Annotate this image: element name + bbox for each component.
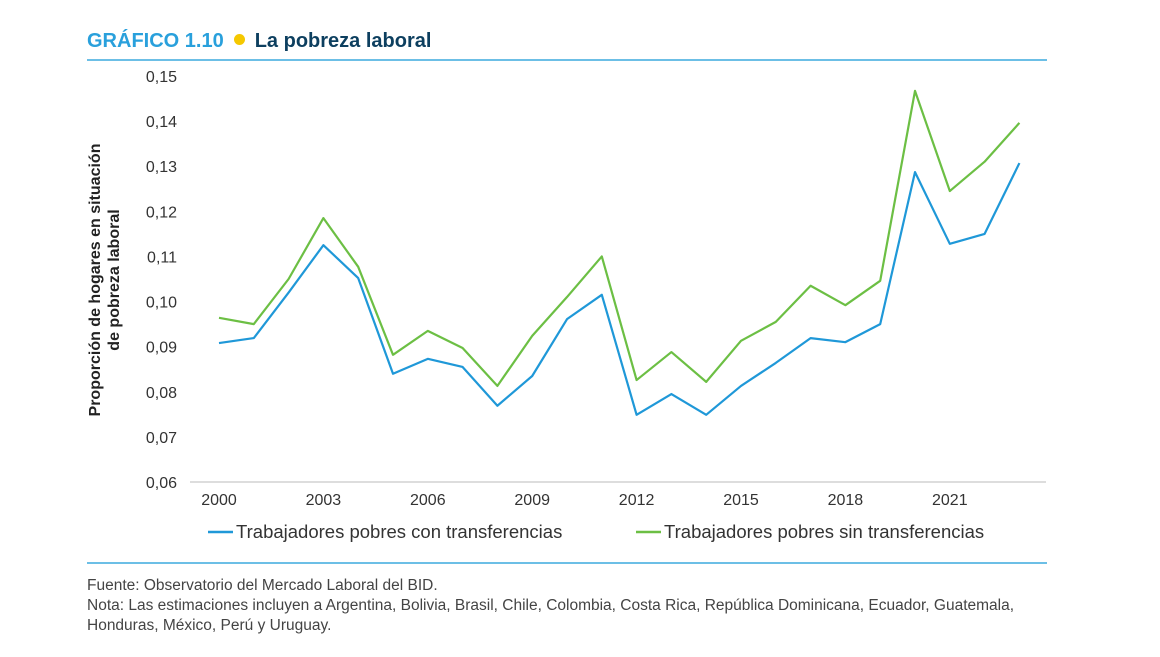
legend-label: Trabajadores pobres sin transferencias bbox=[664, 521, 984, 542]
series-line-2 bbox=[218, 89, 1021, 388]
x-tick-label: 2021 bbox=[932, 492, 968, 509]
y-tick-label: 0,08 bbox=[146, 385, 177, 402]
footer: Fuente: Observatorio del Mercado Laboral… bbox=[87, 576, 1067, 636]
chart-number: GRÁFICO 1.10 bbox=[87, 30, 224, 52]
dot-icon bbox=[233, 34, 245, 45]
y-tick-label: 0,11 bbox=[147, 249, 177, 266]
chart-header: GRÁFICO 1.10 La pobreza laboral bbox=[87, 30, 431, 53]
legend-label: Trabajadores pobres con transferencias bbox=[236, 521, 562, 542]
y-axis-label-line: Proporción de hogares en situación bbox=[87, 144, 104, 417]
y-tick-label: 0,09 bbox=[146, 340, 177, 357]
x-tick-label: 2000 bbox=[201, 492, 237, 509]
x-tick-label: 2018 bbox=[828, 492, 864, 509]
y-tick-label: 0,07 bbox=[146, 430, 177, 447]
source-note: Fuente: Observatorio del Mercado Laboral… bbox=[87, 577, 438, 594]
y-axis-label: Proporción de hogares en situación de pob… bbox=[87, 144, 123, 417]
x-tick-label: 2015 bbox=[723, 492, 759, 509]
x-tick-label: 2006 bbox=[410, 492, 446, 509]
line-chart: 0,06 0,07 0,08 0,09 0,10 0,11 0,12 0,13 0,14 0,15… bbox=[87, 69, 1046, 542]
y-tick-label: 0,15 bbox=[146, 69, 177, 86]
y-tick-label: 0,12 bbox=[146, 204, 177, 221]
top-divider bbox=[87, 59, 1047, 61]
note: Nota: Las estimaciones incluyen a Argent… bbox=[87, 597, 1015, 634]
series-line-1 bbox=[218, 162, 1021, 416]
y-tick-label: 0,14 bbox=[146, 114, 177, 131]
y-axis-label-line: de pobreza laboral bbox=[106, 209, 123, 350]
y-tick-label: 0,13 bbox=[146, 159, 177, 176]
y-tick-label: 0,06 bbox=[146, 475, 177, 492]
y-tick-label: 0,10 bbox=[146, 295, 177, 312]
x-tick-label: 2003 bbox=[306, 492, 342, 509]
x-tick-label: 2012 bbox=[619, 492, 655, 509]
chart-title: La pobreza laboral bbox=[254, 30, 432, 52]
x-tick-label: 2009 bbox=[514, 492, 550, 509]
bottom-divider bbox=[87, 562, 1047, 564]
